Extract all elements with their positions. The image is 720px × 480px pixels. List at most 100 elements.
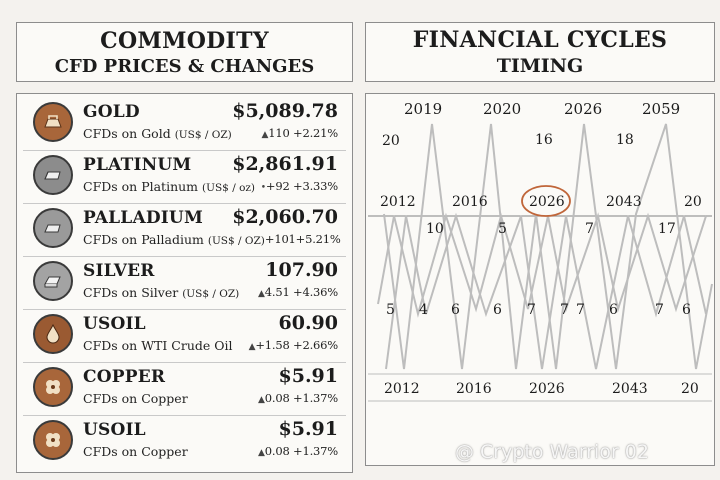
cycle-mid-year: 2043: [606, 194, 642, 210]
commodity-desc: CFDs on Silver: [83, 285, 179, 300]
commodity-row-silver[interactable]: SILVER 107.90 CFDs on Silver (US$ / OZ) …: [23, 257, 346, 310]
cycle-mid-count: 17: [658, 221, 676, 237]
commodity-unit: (US$ / OZ): [207, 235, 265, 247]
commodity-detail: CFDs on Gold (US$ / OZ) ▲110 +2.21%: [83, 126, 338, 141]
cycle-low-count: 6: [682, 302, 691, 318]
watermark-text: @ Crypto Warrior 02: [455, 441, 649, 463]
commodity-row-gold[interactable]: GOLD $5,089.78 CFDs on Gold (US$ / OZ) ▲…: [23, 98, 346, 151]
up-triangle-icon: •: [260, 183, 266, 193]
commodity-unit: (US$ / OZ): [174, 129, 232, 141]
cycle-top-count: 20: [382, 133, 400, 149]
up-triangle-icon: ▲: [261, 130, 269, 140]
commodity-unit: (US$ / OZ): [182, 288, 240, 300]
commodity-name: GOLD: [83, 102, 140, 122]
cycle-mid-year: 2016: [452, 194, 488, 210]
copper-clover-icon: [33, 367, 73, 407]
cycle-low-count: 5: [386, 302, 395, 318]
commodity-desc: CFDs on WTI Crude Oil: [83, 338, 233, 353]
commodity-price: $5.91: [278, 418, 339, 440]
cycle-low-count: 7: [655, 302, 664, 318]
commodity-change: +101+5.21%: [264, 232, 341, 246]
cycle-mid-count: 10: [426, 221, 444, 237]
commodity-desc: CFDs on Platinum: [83, 179, 199, 194]
cycles-chart: 2019 2020 2026 2059 20 16 18 2012 2016 2…: [365, 93, 715, 466]
commodity-desc: CFDs on Palladium: [83, 232, 204, 247]
cycle-top-year: 2020: [483, 100, 521, 118]
commodity-detail: CFDs on Palladium (US$ / OZ) +101+5.21%: [83, 232, 341, 247]
commodity-price: $5.91: [278, 365, 339, 387]
commodity-detail: CFDs on Copper ▲0.08 +1.37%: [83, 444, 338, 459]
cycle-mid-year: 2012: [380, 194, 416, 210]
highlight-circle: [521, 185, 571, 217]
cycle-top-year: 2026: [564, 100, 602, 118]
commodity-desc: CFDs on Copper: [83, 444, 188, 459]
up-triangle-icon: ▲: [258, 448, 265, 458]
commodity-name: USOIL: [83, 314, 146, 334]
platinum-bar-icon: [33, 155, 73, 195]
commodity-name: SILVER: [83, 261, 155, 281]
commodity-name: USOIL: [83, 420, 146, 440]
commodity-row-platinum[interactable]: PLATINUM $2,861.91 CFDs on Platinum (US$…: [23, 151, 346, 204]
commodity-name: PLATINUM: [83, 155, 192, 175]
cycle-bottom-year: 2043: [612, 381, 648, 397]
cycle-low-count: 6: [609, 302, 618, 318]
cycle-mid-year-highlight: 2026: [529, 194, 565, 210]
commodity-unit: (US$ / oz): [202, 182, 256, 194]
copper-clover-icon: [33, 420, 73, 460]
commodity-price: 60.90: [278, 312, 339, 334]
commodity-change: 110 +2.21%: [268, 126, 338, 140]
commodity-row-copper[interactable]: COPPER $5.91 CFDs on Copper ▲0.08 +1.37%: [23, 363, 346, 416]
commodity-name: COPPER: [83, 367, 166, 387]
commodity-price: $2,861.91: [232, 153, 338, 175]
commodity-list: GOLD $5,089.78 CFDs on Gold (US$ / OZ) ▲…: [16, 93, 353, 473]
commodity-price: 107.90: [265, 259, 338, 281]
commodity-name: PALLADIUM: [83, 208, 203, 228]
left-header-panel: COMMODITY CFD PRICES & CHANGES: [16, 22, 353, 82]
palladium-bar-icon: [33, 208, 73, 248]
commodity-detail: CFDs on Platinum (US$ / oz) •+92 +3.33%: [83, 179, 338, 194]
commodity-change: 0.08 +1.37%: [264, 444, 338, 458]
up-triangle-icon: ▲: [258, 289, 265, 299]
cycle-bottom-year: 2012: [384, 381, 420, 397]
commodity-row-palladium[interactable]: PALLADIUM $2,060.70 CFDs on Palladium (U…: [23, 204, 346, 257]
commodity-change: +92 +3.33%: [265, 179, 338, 193]
commodity-row-usoil-copper[interactable]: USOIL $5.91 CFDs on Copper ▲0.08 +1.37%: [23, 416, 346, 469]
commodity-row-usoil[interactable]: USOIL 60.90 CFDs on WTI Crude Oil ▲+1.58…: [23, 310, 346, 363]
commodity-change: +1.58 +2.66%: [255, 338, 338, 352]
cycles-chart-svg: 2019 2020 2026 2059 20 16 18 2012 2016 2…: [368, 100, 713, 402]
cycle-top-year: 2019: [404, 100, 442, 118]
cycle-bottom-year: 20: [681, 381, 699, 397]
cycle-mid-count: 7: [585, 221, 594, 237]
commodity-change: 4.51 +4.36%: [264, 285, 338, 299]
right-header-title: FINANCIAL CYCLES: [412, 27, 668, 53]
cycle-low-count: 7: [560, 302, 569, 318]
cycle-top-count: 16: [535, 132, 553, 148]
cycle-low-count: 7: [527, 302, 536, 318]
up-triangle-icon: ▲: [258, 395, 265, 405]
cycle-bottom-year: 2016: [456, 381, 492, 397]
cycle-low-count: 6: [493, 302, 502, 318]
cycle-top-count: 18: [616, 132, 634, 148]
gold-bar-icon: [33, 102, 73, 142]
cycle-low-count: 6: [451, 302, 460, 318]
oil-drop-icon: [33, 314, 73, 354]
cycle-mid-count: 5: [498, 221, 507, 237]
commodity-desc: CFDs on Copper: [83, 391, 188, 406]
left-header-subtitle: CFD PRICES & CHANGES: [54, 55, 315, 77]
right-header-panel: FINANCIAL CYCLES TIMING: [365, 22, 715, 82]
commodity-detail: CFDs on Silver (US$ / OZ) ▲4.51 +4.36%: [83, 285, 338, 300]
cycle-bottom-year: 2026: [529, 381, 565, 397]
silver-bar-icon: [33, 261, 73, 301]
left-header-title: COMMODITY: [100, 27, 269, 54]
right-header-subtitle: TIMING: [496, 55, 584, 77]
commodity-detail: CFDs on WTI Crude Oil ▲+1.58 +2.66%: [83, 338, 338, 353]
up-triangle-icon: ▲: [248, 342, 256, 352]
commodity-desc: CFDs on Gold: [83, 126, 171, 141]
commodity-price: $2,060.70: [232, 206, 338, 228]
cycle-top-year: 2059: [642, 100, 680, 118]
cycle-mid-year: 20: [684, 194, 702, 210]
commodity-change: 0.08 +1.37%: [264, 391, 338, 405]
cycle-low-count: 4: [419, 302, 428, 318]
commodity-price: $5,089.78: [232, 100, 338, 122]
cycle-low-count: 7: [576, 302, 585, 318]
